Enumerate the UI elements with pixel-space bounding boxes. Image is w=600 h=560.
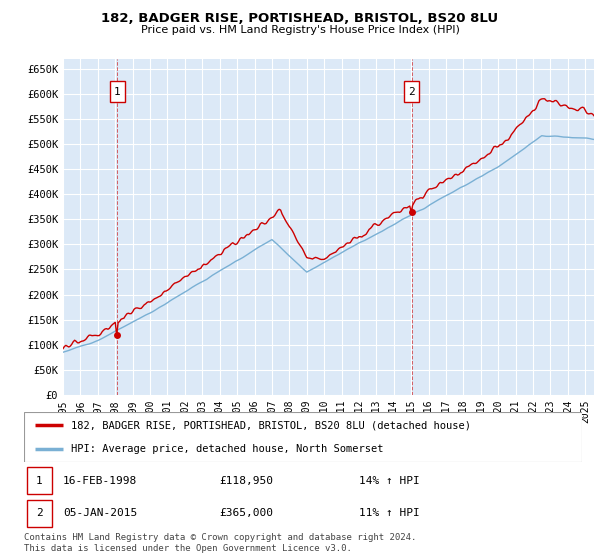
FancyBboxPatch shape: [110, 81, 125, 102]
Text: 11% ↑ HPI: 11% ↑ HPI: [359, 508, 419, 518]
Text: 14% ↑ HPI: 14% ↑ HPI: [359, 476, 419, 486]
Text: Contains HM Land Registry data © Crown copyright and database right 2024.
This d: Contains HM Land Registry data © Crown c…: [24, 533, 416, 553]
Text: Price paid vs. HM Land Registry's House Price Index (HPI): Price paid vs. HM Land Registry's House …: [140, 25, 460, 35]
Text: £118,950: £118,950: [220, 476, 273, 486]
FancyBboxPatch shape: [24, 412, 582, 462]
Text: 1: 1: [114, 87, 121, 96]
Text: 182, BADGER RISE, PORTISHEAD, BRISTOL, BS20 8LU (detached house): 182, BADGER RISE, PORTISHEAD, BRISTOL, B…: [71, 420, 472, 430]
Text: £365,000: £365,000: [220, 508, 273, 518]
FancyBboxPatch shape: [27, 500, 52, 526]
FancyBboxPatch shape: [27, 468, 52, 494]
Text: 16-FEB-1998: 16-FEB-1998: [63, 476, 137, 486]
Text: 2: 2: [408, 87, 415, 96]
Text: 1: 1: [36, 476, 43, 486]
Text: HPI: Average price, detached house, North Somerset: HPI: Average price, detached house, Nort…: [71, 445, 384, 454]
Text: 05-JAN-2015: 05-JAN-2015: [63, 508, 137, 518]
FancyBboxPatch shape: [404, 81, 419, 102]
Text: 182, BADGER RISE, PORTISHEAD, BRISTOL, BS20 8LU: 182, BADGER RISE, PORTISHEAD, BRISTOL, B…: [101, 12, 499, 25]
Text: 2: 2: [36, 508, 43, 518]
